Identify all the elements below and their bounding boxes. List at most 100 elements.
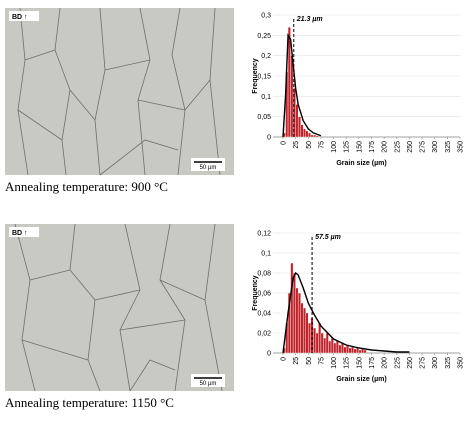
bar bbox=[315, 135, 319, 138]
bar bbox=[297, 292, 301, 354]
x-tick-label: 275 bbox=[420, 357, 427, 369]
bar bbox=[308, 132, 312, 138]
bar bbox=[303, 307, 306, 354]
x-tick-label: 25 bbox=[293, 357, 300, 365]
bar bbox=[363, 349, 367, 354]
x-tick-label: 325 bbox=[445, 141, 452, 153]
x-tick-label: 225 bbox=[394, 357, 401, 369]
x-tick-label: 300 bbox=[432, 141, 439, 153]
bar bbox=[310, 134, 314, 138]
y-tick-label: 0,02 bbox=[257, 331, 271, 338]
x-tick-label: 175 bbox=[369, 141, 376, 153]
x-tick-label: 125 bbox=[344, 141, 351, 153]
y-tick-label: 0 bbox=[267, 351, 271, 358]
bar bbox=[351, 346, 354, 354]
y-tick-label: 0,2 bbox=[261, 53, 271, 60]
bar bbox=[292, 272, 296, 354]
x-tick-label: 0 bbox=[281, 357, 288, 361]
x-tick-label: 100 bbox=[331, 357, 338, 369]
scale-label: 50 µm bbox=[200, 165, 217, 171]
caption: Annealing temperature: 900 °C bbox=[5, 179, 168, 194]
x-tick-label: 50 bbox=[306, 357, 313, 365]
x-tick-label: 75 bbox=[318, 357, 325, 365]
x-tick-label: 75 bbox=[318, 141, 325, 149]
scale-label: 50 µm bbox=[200, 381, 217, 387]
x-tick-label: 250 bbox=[407, 357, 414, 369]
bar bbox=[303, 128, 306, 138]
bar bbox=[323, 337, 327, 354]
bar bbox=[300, 124, 304, 138]
x-tick-label: 150 bbox=[356, 357, 363, 369]
y-tick-label: 0,04 bbox=[257, 311, 271, 318]
micrograph: BD ↑ 50 µm bbox=[5, 223, 234, 392]
y-tick-label: 0,15 bbox=[257, 74, 271, 81]
bar bbox=[318, 322, 322, 354]
orientation-label: BD ↑ bbox=[12, 14, 28, 21]
x-tick-label: 300 bbox=[432, 357, 439, 369]
bar bbox=[295, 287, 299, 354]
x-tick-label: 200 bbox=[382, 357, 389, 369]
bar bbox=[343, 346, 347, 354]
bar bbox=[305, 130, 309, 138]
bar bbox=[330, 337, 334, 354]
bar bbox=[333, 342, 337, 354]
bar bbox=[300, 302, 304, 354]
x-tick-label: 125 bbox=[344, 357, 351, 369]
bar bbox=[328, 340, 332, 354]
annotation: 21.3 µm bbox=[296, 16, 323, 23]
bar bbox=[308, 322, 312, 354]
x-axis-title: Grain size (µm) bbox=[336, 160, 386, 167]
y-tick-label: 0,12 bbox=[257, 231, 271, 238]
bar bbox=[356, 347, 360, 354]
y-tick-label: 0,05 bbox=[257, 114, 271, 121]
x-tick-label: 175 bbox=[369, 357, 376, 369]
y-axis-title: Frequency bbox=[252, 275, 259, 311]
x-axis-title: Grain size (µm) bbox=[336, 376, 386, 383]
y-tick-label: 0,08 bbox=[257, 271, 271, 278]
x-tick-label: 225 bbox=[394, 141, 401, 153]
bar bbox=[320, 332, 324, 354]
orientation-label: BD ↑ bbox=[12, 230, 28, 237]
x-tick-label: 200 bbox=[382, 141, 389, 153]
bar bbox=[287, 27, 291, 138]
bar bbox=[297, 116, 301, 138]
y-tick-label: 0,1 bbox=[261, 94, 271, 101]
x-tick-label: 250 bbox=[407, 141, 414, 153]
bar bbox=[305, 312, 309, 354]
y-tick-label: 0 bbox=[267, 135, 271, 142]
bar bbox=[290, 262, 294, 354]
bar bbox=[318, 135, 322, 138]
x-tick-label: 350 bbox=[458, 141, 464, 153]
x-tick-label: 325 bbox=[445, 357, 452, 369]
bar bbox=[290, 55, 294, 138]
bar bbox=[358, 349, 362, 354]
bar bbox=[325, 332, 329, 354]
annotation: 57.5 µm bbox=[315, 234, 341, 241]
x-tick-label: 25 bbox=[293, 141, 300, 149]
caption: Annealing temperature: 1150 °C bbox=[5, 395, 174, 410]
x-tick-label: 0 bbox=[281, 141, 288, 145]
bar bbox=[313, 134, 317, 138]
x-tick-label: 275 bbox=[420, 141, 427, 153]
bar bbox=[353, 348, 357, 354]
y-axis-title: Frequency bbox=[252, 58, 259, 94]
bar bbox=[315, 332, 319, 354]
x-tick-label: 50 bbox=[306, 141, 313, 149]
y-tick-label: 0,3 bbox=[261, 13, 271, 20]
bar bbox=[313, 327, 317, 354]
fit-curve bbox=[282, 33, 322, 138]
x-tick-label: 100 bbox=[331, 141, 338, 153]
bar bbox=[361, 348, 365, 354]
x-tick-label: 350 bbox=[458, 357, 464, 369]
micrograph: BD ↑ 50 µm bbox=[5, 7, 234, 176]
x-tick-label: 150 bbox=[356, 141, 363, 153]
y-tick-label: 0,1 bbox=[261, 251, 271, 258]
bar bbox=[335, 340, 339, 354]
y-tick-label: 0,25 bbox=[257, 33, 271, 40]
bar bbox=[348, 347, 352, 354]
y-tick-label: 0,06 bbox=[257, 291, 271, 298]
bar bbox=[295, 104, 299, 138]
bar bbox=[340, 342, 344, 354]
